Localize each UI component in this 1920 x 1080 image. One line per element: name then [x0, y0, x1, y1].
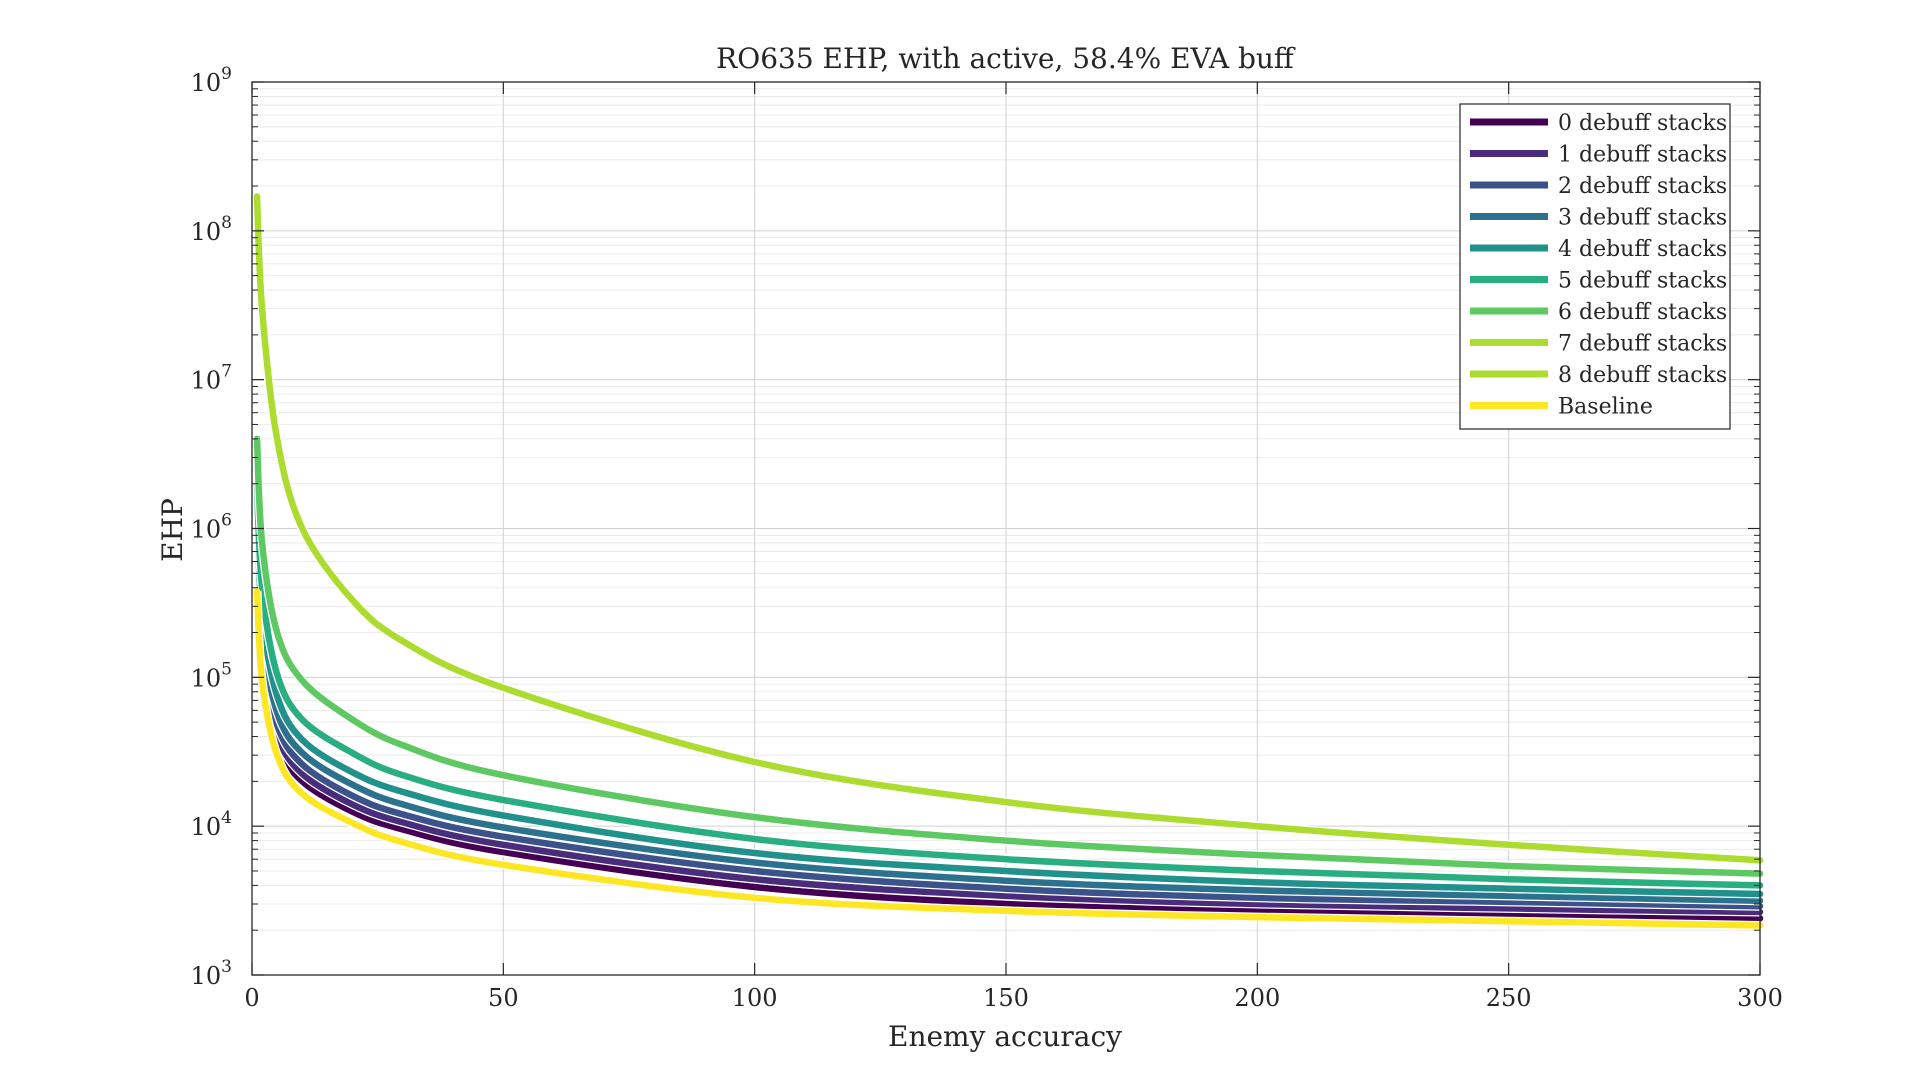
y-tick-exponent: 9: [221, 64, 232, 84]
x-tick-label: 200: [1234, 984, 1280, 1012]
legend-label: 6 debuff stacks: [1558, 300, 1727, 325]
legend-label: 8 debuff stacks: [1558, 363, 1727, 388]
y-tick-mantissa: 10: [191, 218, 222, 246]
y-tick-mantissa: 10: [191, 367, 222, 395]
series-line-9: [253, 587, 1764, 929]
x-tick-label: 50: [488, 984, 519, 1012]
series-line-5: [253, 480, 1764, 889]
y-tick-exponent: 6: [221, 511, 232, 531]
series-line-1: [253, 567, 1764, 916]
series-line-8: [253, 193, 1764, 864]
y-tick-exponent: 7: [221, 362, 232, 382]
y-tick-exponent: 4: [221, 808, 232, 828]
x-tick-label: 250: [1486, 984, 1532, 1012]
series-line-4: [253, 508, 1764, 898]
legend-label: 4 debuff stacks: [1558, 237, 1727, 262]
x-tick-label: 300: [1737, 984, 1783, 1012]
y-tick-mantissa: 10: [191, 813, 222, 841]
y-tick-exponent: 5: [221, 659, 232, 679]
y-tick-exponent: 3: [221, 957, 232, 977]
y-tick-exponent: 8: [221, 213, 232, 233]
legend-label: 0 debuff stacks: [1558, 111, 1727, 136]
legend-label: 5 debuff stacks: [1558, 269, 1727, 294]
series-line-3: [253, 535, 1764, 905]
chart-title: RO635 EHP, with active, 58.4% EVA buff: [716, 42, 1296, 75]
x-tick-label: 150: [983, 984, 1029, 1012]
y-tick-mantissa: 10: [191, 962, 222, 990]
y-tick-label: 105: [191, 659, 232, 692]
tick-layer: [251, 81, 1761, 976]
legend[interactable]: 0 debuff stacks 1 debuff stacks 2 debuff s…: [1459, 103, 1731, 430]
y-tick-label: 106: [191, 511, 232, 544]
legend-label: 2 debuff stacks: [1558, 174, 1727, 199]
y-tick-mantissa: 10: [191, 69, 222, 97]
series-layer: [252, 193, 1764, 930]
legend-label: Baseline: [1558, 395, 1653, 420]
series-line-2: [253, 553, 1764, 910]
series-line-6: [253, 435, 1764, 877]
y-tick-label: 103: [191, 957, 232, 990]
x-tick-labels: 0 50 100 150 200 250 300: [244, 984, 1783, 1012]
y-tick-label: 108: [191, 213, 232, 246]
x-axis-label: Enemy accuracy: [888, 1020, 1122, 1053]
x-tick-label: 0: [244, 984, 259, 1012]
y-axis-label: EHP: [156, 498, 189, 562]
y-tick-mantissa: 10: [191, 516, 222, 544]
y-tick-mantissa: 10: [191, 664, 222, 692]
legend-label: 1 debuff stacks: [1558, 143, 1727, 168]
y-tick-label: 104: [191, 808, 232, 841]
y-tick-label: 107: [191, 362, 232, 395]
legend-label: 3 debuff stacks: [1558, 206, 1727, 231]
x-tick-label: 100: [732, 984, 778, 1012]
legend-label: 7 debuff stacks: [1558, 332, 1727, 357]
y-tick-label: 109: [191, 64, 232, 97]
